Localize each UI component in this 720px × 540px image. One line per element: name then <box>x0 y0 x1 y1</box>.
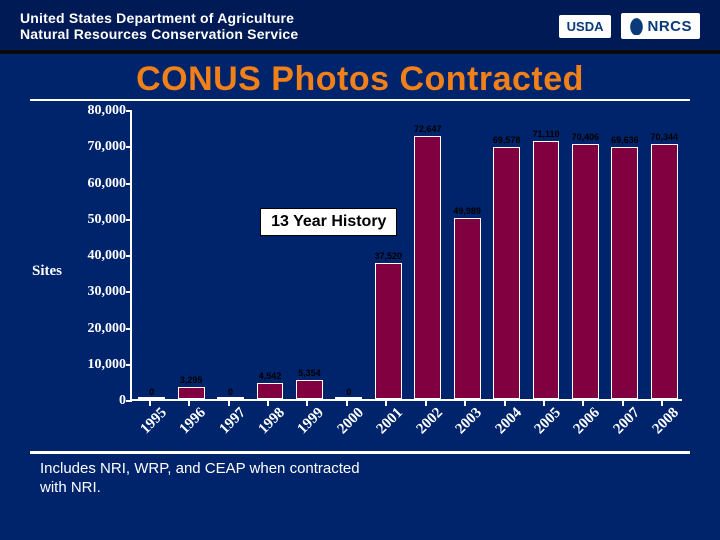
bar <box>335 397 362 399</box>
bar-value-label: 37,520 <box>375 251 403 261</box>
bar <box>257 383 284 399</box>
bar <box>611 147 638 399</box>
x-tick-label: 2006 <box>571 405 604 438</box>
usda-logo: USDA <box>559 15 612 38</box>
x-tick-label: 2008 <box>650 405 683 438</box>
bar <box>651 144 678 399</box>
x-tick-label: 1995 <box>137 405 170 438</box>
bar-value-label: 3,295 <box>180 375 203 385</box>
header-left: United States Department of Agriculture … <box>20 10 298 42</box>
y-tick-label: 40,000 <box>88 248 127 264</box>
bar-value-label: 71,110 <box>532 129 559 139</box>
x-tick-label: 2005 <box>532 405 565 438</box>
bar-value-label: 4,542 <box>259 371 282 381</box>
bar <box>454 218 481 399</box>
bar-value-label: 70,406 <box>572 132 600 142</box>
bar <box>572 144 599 399</box>
y-tick-mark <box>126 255 132 257</box>
x-tick-label: 2002 <box>413 405 446 438</box>
y-tick-label: 10,000 <box>88 357 127 373</box>
bar <box>138 397 165 399</box>
y-tick-label: 20,000 <box>88 321 127 337</box>
bar-value-label: 49,989 <box>453 206 481 216</box>
x-tick-mark <box>582 401 584 406</box>
bar <box>493 147 520 399</box>
x-tick-mark <box>622 401 624 406</box>
y-tick-mark <box>126 364 132 366</box>
x-tick-label: 2004 <box>492 405 525 438</box>
x-tick-mark <box>543 401 545 406</box>
x-tick-mark <box>425 401 427 406</box>
x-tick-mark <box>149 401 151 406</box>
x-tick-label: 1999 <box>295 405 328 438</box>
x-tick-mark <box>228 401 230 406</box>
x-tick-mark <box>464 401 466 406</box>
y-tick-mark <box>126 183 132 185</box>
bar-chart: Sites 0 3,295 0 4,542 5,354 0 37,520 72,647 49,9… <box>30 105 690 445</box>
header-bar: United States Department of Agriculture … <box>0 0 720 54</box>
y-tick-mark <box>126 146 132 148</box>
x-tick-mark <box>385 401 387 406</box>
bar-value-label: 0 <box>149 387 154 397</box>
bar <box>178 387 205 399</box>
agency-line: Natural Resources Conservation Service <box>20 26 298 42</box>
bar-value-label: 72,647 <box>414 124 442 134</box>
x-tick-mark <box>188 401 190 406</box>
dept-line: United States Department of Agriculture <box>20 10 298 26</box>
chart-container: Sites 0 3,295 0 4,542 5,354 0 37,520 72,647 49,9… <box>30 99 690 454</box>
plot-area: 0 3,295 0 4,542 5,354 0 37,520 72,647 49,989 69,5… <box>130 111 682 401</box>
y-tick-label: 80,000 <box>88 103 127 119</box>
x-tick-mark <box>661 401 663 406</box>
y-tick-mark <box>126 328 132 330</box>
bar <box>414 136 441 399</box>
y-tick-label: 0 <box>119 393 126 409</box>
slide-title: CONUS Photos Contracted <box>0 60 720 99</box>
x-tick-mark <box>306 401 308 406</box>
y-tick-mark <box>126 291 132 293</box>
x-tick-label: 1997 <box>216 405 249 438</box>
x-tick-mark <box>346 401 348 406</box>
header-logos: USDA NRCS <box>559 13 700 39</box>
y-tick-mark <box>126 400 132 402</box>
chart-annotation: 13 Year History <box>260 208 397 236</box>
bar <box>217 397 244 399</box>
x-tick-mark <box>267 401 269 406</box>
y-tick-label: 50,000 <box>88 212 127 228</box>
x-tick-label: 2000 <box>334 405 367 438</box>
x-tick-label: 2001 <box>374 405 407 438</box>
bar-value-label: 0 <box>228 387 233 397</box>
y-tick-mark <box>126 110 132 112</box>
x-tick-label: 2003 <box>453 405 486 438</box>
bar-value-label: 5,354 <box>298 368 321 378</box>
y-axis-title: Sites <box>32 263 62 280</box>
x-tick-mark <box>504 401 506 406</box>
x-tick-label: 1998 <box>256 405 289 438</box>
bar <box>533 141 560 399</box>
y-tick-mark <box>126 219 132 221</box>
x-tick-label: 1996 <box>177 405 210 438</box>
x-tick-label: 2007 <box>610 405 643 438</box>
bar-value-label: 0 <box>346 387 351 397</box>
footnote-text: Includes NRI, WRP, and CEAP when contrac… <box>40 460 380 498</box>
bar-value-label: 69,578 <box>493 135 521 145</box>
bar <box>296 380 323 399</box>
droplet-icon <box>629 17 643 35</box>
bar-value-label: 70,344 <box>651 132 679 142</box>
y-tick-label: 70,000 <box>88 139 127 155</box>
y-tick-label: 60,000 <box>88 176 127 192</box>
nrcs-logo-text: NRCS <box>647 18 692 35</box>
usda-logo-text: USDA <box>567 19 604 34</box>
y-tick-label: 30,000 <box>88 284 127 300</box>
bar-value-label: 69,636 <box>611 135 639 145</box>
bar <box>375 263 402 399</box>
nrcs-logo: NRCS <box>621 13 700 39</box>
